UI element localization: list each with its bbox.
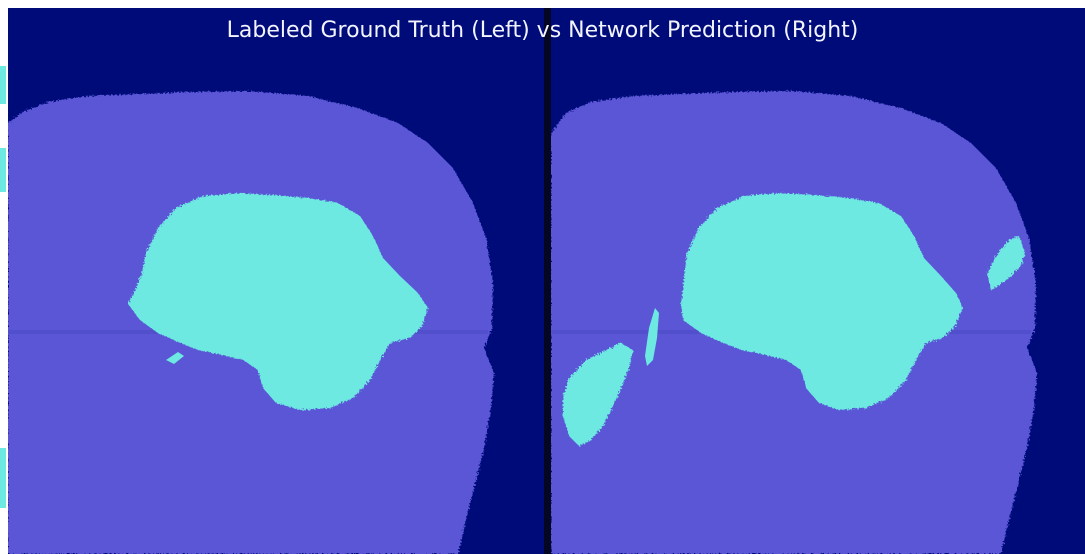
- edge-mark: [0, 66, 6, 104]
- lesion-fragment-right: [987, 236, 1025, 290]
- lesion-fragment-lower-left: [563, 343, 633, 446]
- lesion-fragment: [166, 352, 184, 364]
- top-border: [0, 0, 1085, 8]
- lesion-region: [681, 193, 963, 410]
- ground-truth-panel: [8, 8, 544, 554]
- left-border: [0, 8, 8, 554]
- ground-truth-image: [8, 91, 494, 554]
- lesion-fragment-sliver: [645, 308, 659, 366]
- figure-title: Labeled Ground Truth (Left) vs Network P…: [226, 18, 859, 43]
- edge-mark: [0, 148, 6, 192]
- edge-mark: [0, 448, 6, 508]
- prediction-image: [551, 91, 1037, 554]
- prediction-panel: [551, 8, 1085, 554]
- panel-divider: [544, 8, 551, 554]
- lesion-region: [128, 193, 428, 410]
